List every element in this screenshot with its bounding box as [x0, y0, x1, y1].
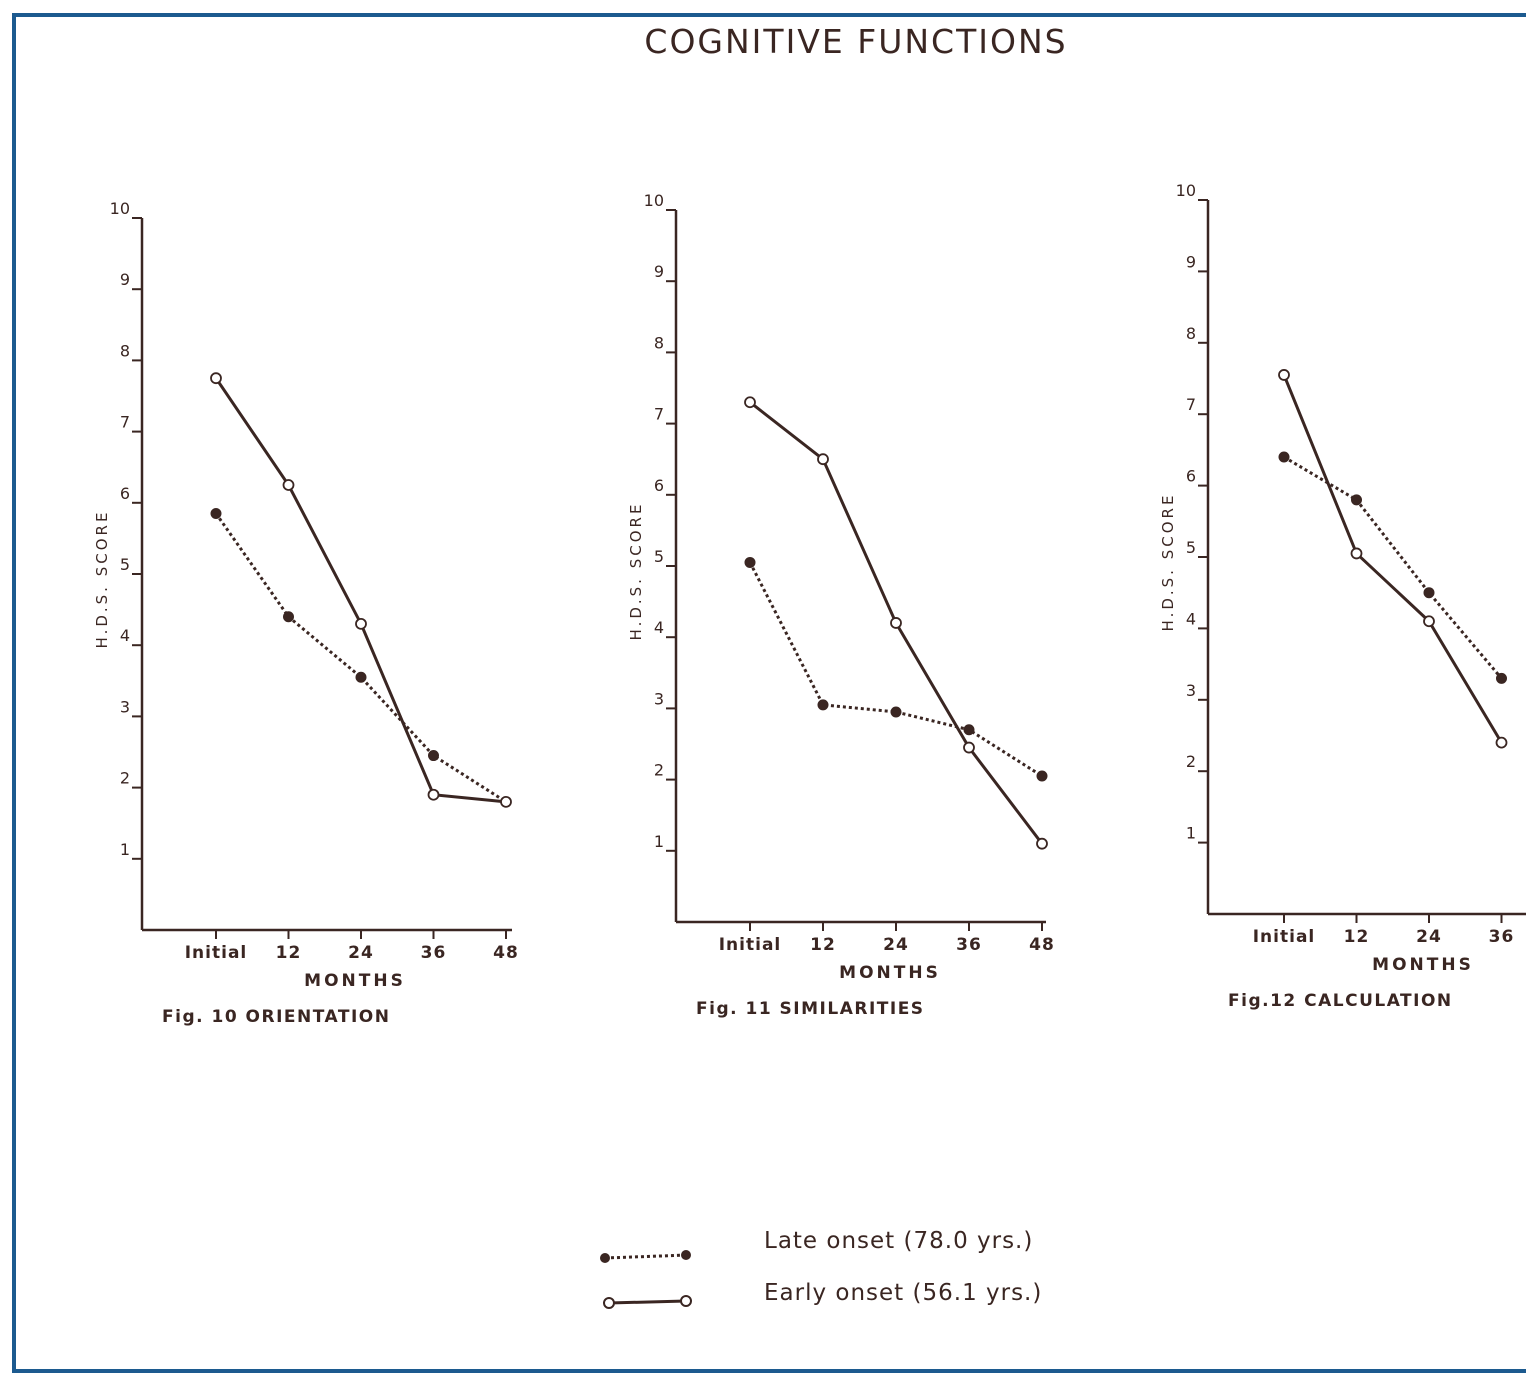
legend-marker-late-onset	[600, 1250, 691, 1263]
legend-detail-late-onset: (78.0 yrs.)	[903, 1228, 1034, 1254]
x-tick-label: 36	[956, 935, 982, 955]
data-point-late-onset	[355, 671, 367, 683]
data-point-early-onset	[890, 617, 902, 629]
y-tick-label: 1	[1186, 824, 1196, 843]
x-tick-label: Initial	[1253, 927, 1316, 947]
y-tick-label: 2	[654, 761, 664, 780]
series-line-late-onset	[214, 512, 507, 804]
y-tick-label: 5	[1186, 538, 1196, 557]
legend-label-late-onset: Late onset	[764, 1228, 896, 1254]
data-point-late-onset	[1496, 672, 1507, 684]
y-tick-label: 3	[120, 697, 130, 716]
data-point-early-onset	[817, 453, 829, 466]
data-point-early-onset	[1036, 837, 1048, 850]
x-tick-label: Initial	[185, 943, 248, 963]
data-point-early-onset	[1350, 547, 1363, 560]
y-tick-label: 10	[644, 191, 664, 210]
legend-item-late-onset: Late onset (78.0 yrs.)	[764, 1228, 1033, 1254]
figure-caption: Fig. 11 SIMILARITIES	[696, 999, 925, 1019]
y-tick-label: 2	[1186, 752, 1196, 771]
data-point-late-onset	[1036, 770, 1048, 782]
page-title: COGNITIVE FUNCTIONS	[644, 22, 1068, 61]
data-point-early-onset	[744, 396, 756, 409]
x-axis-title: MONTHS	[839, 963, 941, 983]
figure-frame	[12, 13, 1526, 1373]
y-tick-label: 10	[110, 199, 130, 218]
y-tick-label: 3	[1186, 681, 1196, 700]
x-tick-label: 36	[1489, 927, 1515, 947]
y-tick-label: 8	[120, 341, 130, 360]
data-point-late-onset	[963, 724, 975, 736]
y-tick-label: 8	[1186, 324, 1196, 343]
legend-label-early-onset: Early onset	[764, 1280, 905, 1306]
y-tick-label: 9	[1186, 252, 1196, 271]
y-tick-label: 6	[120, 484, 130, 503]
series-line-early-onset	[1282, 374, 1503, 744]
x-tick-label: 12	[810, 935, 836, 955]
data-point-early-onset	[210, 372, 222, 385]
y-axis-title: H.D.S. SCORE	[1159, 493, 1177, 632]
y-tick-label: 9	[120, 270, 130, 289]
legend-marker-early-onset	[603, 1295, 692, 1309]
y-tick-label: 2	[120, 769, 130, 788]
y-tick-label: 5	[120, 555, 130, 574]
y-tick-label: 7	[654, 405, 664, 424]
data-point-early-onset	[355, 617, 367, 630]
x-tick-label: 48	[1029, 935, 1055, 955]
data-point-early-onset	[282, 479, 295, 491]
data-point-late-onset	[1278, 451, 1290, 463]
data-point-late-onset	[890, 706, 902, 718]
legend-detail-early-onset: (56.1 yrs.)	[912, 1280, 1043, 1306]
x-axis-title: MONTHS	[1372, 955, 1474, 975]
data-point-late-onset	[1351, 494, 1362, 506]
figure-caption: Fig. 10 ORIENTATION	[162, 1007, 390, 1027]
x-tick-label: 12	[276, 943, 302, 963]
y-tick-label: 10	[1176, 181, 1196, 200]
data-point-early-onset	[963, 741, 975, 754]
y-tick-label: 6	[654, 476, 664, 495]
data-point-late-onset	[1423, 587, 1435, 599]
x-tick-label: 12	[1344, 927, 1370, 947]
y-tick-label: 7	[120, 413, 130, 432]
y-tick-label: 7	[1186, 395, 1196, 414]
y-tick-label: 8	[654, 333, 664, 352]
x-tick-label: Initial	[719, 935, 782, 955]
y-tick-label: 6	[1186, 467, 1196, 486]
series-line-late-onset	[1283, 455, 1503, 680]
data-point-early-onset	[1423, 615, 1435, 628]
y-tick-label: 4	[1186, 609, 1196, 628]
data-point-early-onset	[427, 788, 440, 801]
series-line-late-onset	[748, 561, 1043, 778]
x-tick-label: 24	[348, 943, 374, 963]
y-axis-title: H.D.S. SCORE	[627, 502, 645, 641]
figure-caption: Fig.12 CALCULATION	[1228, 991, 1453, 1011]
data-point-late-onset	[817, 699, 829, 711]
y-tick-label: 9	[654, 262, 664, 281]
y-tick-label: 5	[654, 547, 664, 566]
data-point-late-onset	[428, 750, 439, 762]
data-point-early-onset	[500, 795, 512, 808]
y-tick-label: 1	[120, 840, 130, 859]
x-tick-label: 24	[883, 935, 909, 955]
data-point-late-onset	[283, 611, 294, 623]
data-point-early-onset	[1495, 736, 1508, 749]
y-tick-label: 3	[654, 689, 664, 708]
x-tick-label: 48	[493, 943, 519, 963]
y-tick-label: 4	[120, 626, 130, 645]
data-point-early-onset	[1278, 369, 1290, 381]
legend-item-early-onset: Early onset (56.1 yrs.)	[764, 1280, 1042, 1306]
x-tick-label: 36	[421, 943, 447, 963]
data-point-late-onset	[210, 507, 222, 519]
y-tick-label: 4	[654, 618, 664, 637]
data-point-late-onset	[744, 556, 756, 568]
y-axis-title: H.D.S. SCORE	[93, 510, 111, 649]
x-tick-label: 24	[1416, 927, 1442, 947]
x-axis-title: MONTHS	[304, 971, 406, 991]
y-tick-label: 1	[654, 832, 664, 851]
